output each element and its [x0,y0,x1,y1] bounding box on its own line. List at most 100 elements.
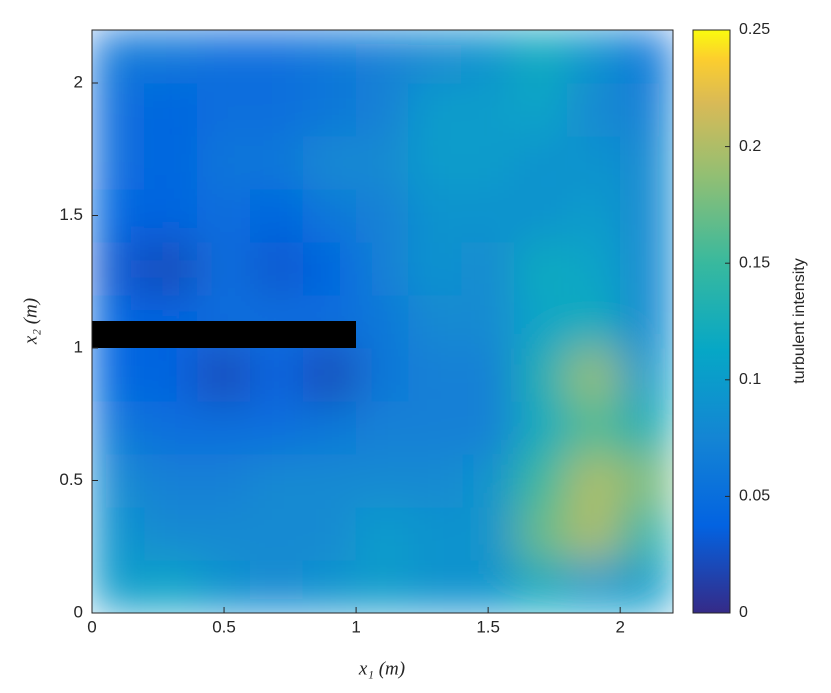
y-tick-label: 0 [74,602,83,621]
heatmap-cell [92,400,146,455]
heatmap-cell [566,347,621,402]
x-tick-label: 0.5 [212,617,236,636]
heatmap-cell [461,453,516,508]
heatmap-cell [302,453,357,508]
colorbar-tick-label: 0.25 [739,21,770,38]
heatmap-cell [92,188,146,243]
heatmap-cell [408,347,463,402]
heatmap-cell [566,241,621,296]
heatmap-cell [461,241,516,296]
heatmap-cell [144,347,199,402]
heatmap-cell [355,294,410,349]
x-tick-label: 1 [351,617,360,636]
heatmap-cell [514,347,568,402]
heatmap-cell [461,400,516,455]
y-tick-label: 2 [74,72,83,91]
heatmap-cell [302,82,357,137]
heatmap-cell [619,82,673,137]
heatmap-cell [514,559,568,613]
x-tick-label: 2 [615,617,624,636]
heatmap-cell [408,294,463,349]
heatmap-cell [302,241,357,296]
heatmap-cell [514,294,568,349]
heatmap-cell [619,506,673,561]
heatmap-cell [514,453,568,508]
heatmap-cell [302,400,357,455]
heatmap-cell [249,82,304,137]
heatmap-cell [249,347,304,402]
heatmap-cell [197,506,251,561]
heatmap-cell [92,559,146,613]
colorbar-tick-label: 0.15 [739,254,770,271]
heatmap-cell [249,241,304,296]
heatmap-cell [249,400,304,455]
heatmap-cell [408,82,463,137]
heatmap-cell [197,453,251,508]
heatmap-cell [197,347,251,402]
heatmap-cell [408,400,463,455]
heatmap-cell [514,400,568,455]
colorbar-tick-label: 0 [739,604,748,621]
heatmap-cell [144,188,199,243]
heatmap-cell [461,30,516,84]
heatmap-cell [144,453,199,508]
heatmap-cell [197,30,251,84]
heatmap-cell [144,30,199,84]
plot-frame [91,29,674,614]
heatmap-cell [619,30,673,84]
heatmap-cell [249,453,304,508]
heatmap-cell [302,188,357,243]
heatmap-cell [514,188,568,243]
heatmap-cell [566,559,621,613]
heatmap-cell [355,347,410,402]
y-tick-label: 0.5 [59,470,83,489]
heatmap-cell [619,400,673,455]
heatmap-cell [408,188,463,243]
heatmap-cell [302,347,357,402]
x-axis-label: x₁ (m) [358,658,405,679]
heatmap-cell [461,135,516,190]
heatmap-cell [302,559,357,613]
heatmap-cell [619,135,673,190]
heatmap-cell [566,30,621,84]
heatmap-cell [92,135,146,190]
heatmap-cell [461,294,516,349]
heatmap-cell [461,506,516,561]
heatmap-cell [355,82,410,137]
heatmap-cell [619,241,673,296]
heatmap-cell [249,506,304,561]
heatmap-cell [144,82,199,137]
heatmap-cell [355,30,410,84]
heatmap-cell [144,506,199,561]
heatmap-cell [355,400,410,455]
heatmap-cell [566,453,621,508]
heatmap-cell [355,188,410,243]
heatmap-cell [566,294,621,349]
heatmap-cell [461,188,516,243]
heatmap-cell [566,135,621,190]
heatmap-cell [619,347,673,402]
y-tick-label: 1.5 [59,205,83,224]
heatmap-cell [566,82,621,137]
heatmap-cell [619,453,673,508]
heatmap-cell [566,400,621,455]
heatmap-cell [249,188,304,243]
heatmap-cell [408,453,463,508]
heatmap-cell [197,400,251,455]
x-tick-label: 1.5 [476,617,500,636]
colorbar-label: turbulent intensity [791,258,808,383]
heatmap-cell [249,559,304,613]
heatmap-cell [514,82,568,137]
heatmap-cell [355,453,410,508]
heatmap-cell [144,559,199,613]
heatmap-cell [144,135,199,190]
colorbar [692,29,731,614]
heatmap-cell [197,559,251,613]
heatmap-cell [355,506,410,561]
heatmap-cell [144,400,199,455]
heatmap-cell [144,241,199,296]
heatmap-cell [92,506,146,561]
heatmap-cell [514,241,568,296]
heatmap-cell [249,135,304,190]
